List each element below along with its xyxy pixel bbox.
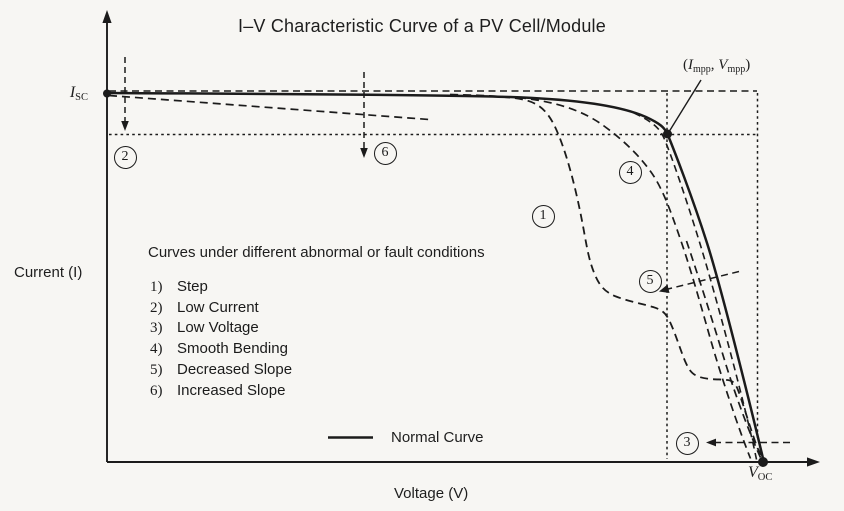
curve-marker-5: 5 bbox=[638, 269, 662, 293]
marker5-arrow-line bbox=[665, 270, 740, 291]
marker6-arrowhead bbox=[360, 148, 368, 158]
fault-legend-item: 3) Low Voltage bbox=[150, 319, 259, 337]
x-axis-title: Voltage (V) bbox=[394, 485, 469, 502]
voc-axis-label: VOC bbox=[748, 464, 773, 483]
marker3-arrowhead bbox=[706, 438, 716, 447]
curve-low-voltage bbox=[633, 112, 758, 460]
y-axis-title: Current (I) bbox=[14, 264, 83, 281]
fault-legend-item: 2) Low Current bbox=[150, 298, 259, 316]
curve-normal bbox=[106, 91, 765, 461]
chart-title: I–V Characteristic Curve of a PV Cell/Mo… bbox=[238, 16, 606, 36]
x-axis-arrowhead bbox=[807, 457, 820, 467]
curve-marker-6: 6 bbox=[373, 141, 397, 165]
curve-marker-2: 2 bbox=[113, 145, 137, 169]
fault-legend-item: 6) Increased Slope bbox=[150, 381, 286, 399]
curve-marker-3: 3 bbox=[675, 431, 699, 455]
fault-legend-list: 1) Step 2) Low Current 3) Low Voltage 4) Smo… bbox=[150, 277, 292, 401]
fault-legend-item: 1) Step bbox=[150, 278, 208, 295]
mpp-pointer-line bbox=[668, 79, 702, 132]
mpp-point-dot bbox=[663, 129, 672, 139]
voc-point-dot bbox=[758, 457, 768, 467]
fault-legend-heading: Curves under different abnormal or fault… bbox=[148, 244, 485, 261]
curve-increased-slope bbox=[108, 94, 430, 121]
isc-axis-label: ISC bbox=[69, 84, 88, 103]
marker5-arrowhead bbox=[659, 284, 670, 293]
isc-point-dot bbox=[103, 89, 111, 98]
marker2-arrowhead bbox=[121, 121, 129, 131]
y-axis-arrowhead bbox=[102, 10, 112, 23]
curve-marker-1: 1 bbox=[531, 204, 555, 228]
curve-marker-4: 4 bbox=[618, 160, 642, 184]
curve-smooth-bending bbox=[517, 96, 752, 459]
fault-legend-item: 4) Smooth Bending bbox=[150, 340, 288, 358]
mpp-annotation-label: (Impp, Vmpp) bbox=[683, 57, 751, 75]
normal-curve-legend-label: Normal Curve bbox=[391, 429, 484, 446]
curve-decreased-slope bbox=[685, 240, 762, 458]
fault-legend-item: 5) Decreased Slope bbox=[150, 360, 293, 378]
curve-step bbox=[449, 93, 765, 460]
